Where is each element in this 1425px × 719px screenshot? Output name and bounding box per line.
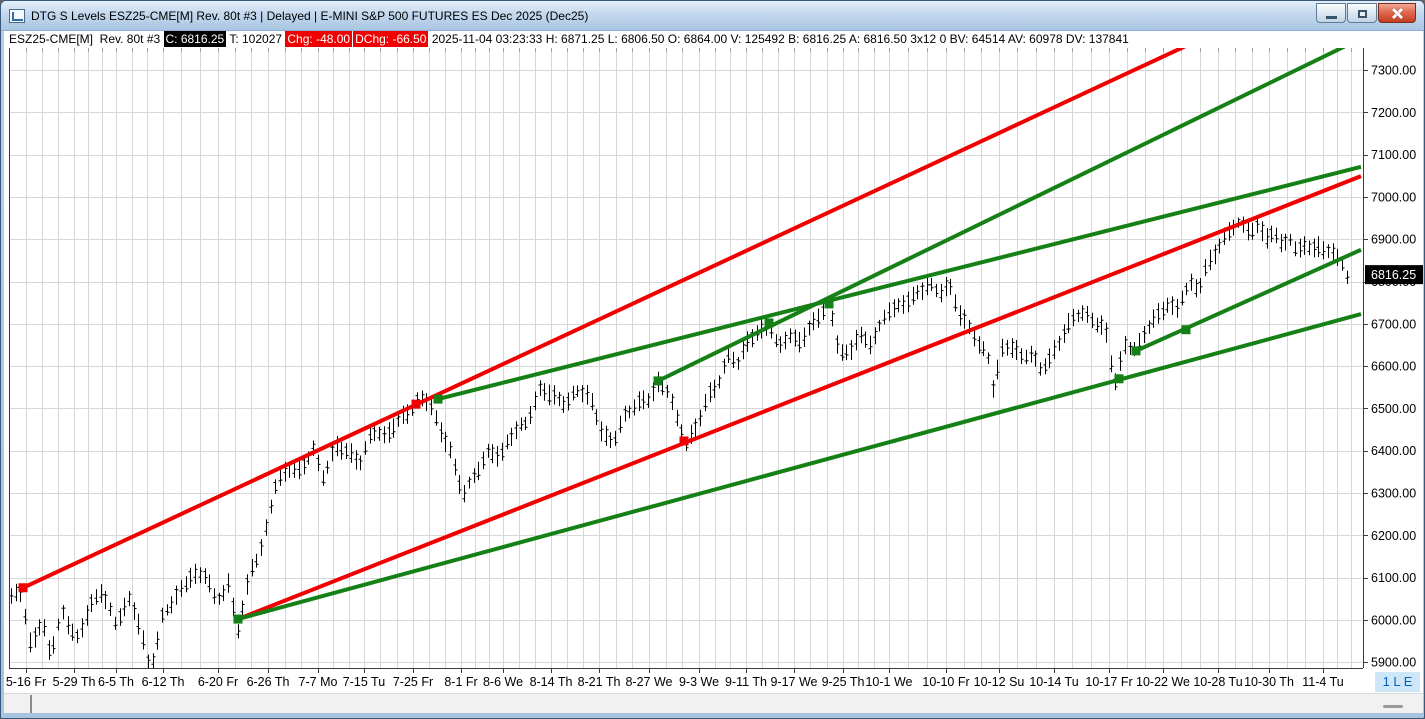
svg-text:10-30 Th: 10-30 Th [1244, 675, 1294, 689]
svg-text:8-27 We: 8-27 We [625, 675, 672, 689]
title-bar[interactable]: DTG S Levels ESZ25-CME[M] Rev. 80t #3 | … [1, 1, 1424, 31]
close-button[interactable] [1378, 2, 1416, 23]
quote-segment-5: 2025-11-04 03:23:33 H: 6871.25 L: 6806.5… [428, 32, 1129, 46]
svg-text:8-14 Th: 8-14 Th [530, 675, 573, 689]
quote-segment-0: ESZ25-CME[M] Rev. 80t #3 [9, 32, 164, 46]
green-mid-support-anchor [433, 394, 443, 404]
svg-text:6700.00: 6700.00 [1371, 317, 1416, 331]
svg-text:6-12 Th: 6-12 Th [142, 675, 185, 689]
x-axis-labels: 5-16 Fr 5-29 Th 6-5 Th 6-12 Th 6-20 Fr 6-26 T… [6, 675, 1344, 689]
quote-info-bar: ESZ25-CME[M] Rev. 80t #3 C: 6816.25 T: 1… [4, 31, 1423, 47]
svg-text:7-15 Tu: 7-15 Tu [343, 675, 385, 689]
green-mid-support [437, 164, 1362, 402]
svg-text:6-5 Th: 6-5 Th [98, 675, 134, 689]
quote-segment-3: Chg: -48.00 [285, 31, 353, 47]
price-chart[interactable]: 7300.007200.007100.007000.006900.006800.… [4, 47, 1423, 693]
svg-text:9-3 We: 9-3 We [679, 675, 719, 689]
svg-text:6600.00: 6600.00 [1371, 360, 1416, 374]
red-lower-channel-anchor [679, 436, 689, 446]
window-title: DTG S Levels ESZ25-CME[M] Rev. 80t #3 | … [31, 8, 589, 23]
svg-text:10-14 Tu: 10-14 Tu [1029, 675, 1078, 689]
svg-text:10-10 Fr: 10-10 Fr [922, 675, 969, 689]
svg-text:7-7 Mo: 7-7 Mo [299, 675, 338, 689]
chart-app-icon [9, 8, 25, 23]
svg-text:7200.00: 7200.00 [1371, 106, 1416, 120]
svg-text:6500.00: 6500.00 [1371, 402, 1416, 416]
svg-text:7300.00: 7300.00 [1371, 64, 1416, 78]
svg-text:8-1 Fr: 8-1 Fr [444, 675, 477, 689]
svg-text:8-21 Th: 8-21 Th [578, 675, 621, 689]
red-upper-channel [22, 48, 1187, 590]
svg-text:11-4 Tu: 11-4 Tu [1302, 675, 1344, 689]
green-short-support [1135, 247, 1362, 353]
svg-text:8-6 We: 8-6 We [483, 675, 523, 689]
quote-segment-1: C: 6816.25 [163, 31, 227, 47]
svg-text:9-25 Th: 9-25 Th [822, 675, 865, 689]
last-price-tag: 6816.25 [1365, 265, 1423, 285]
svg-text:6400.00: 6400.00 [1371, 444, 1416, 458]
top-ticks [26, 48, 1352, 52]
green-lower-support [237, 312, 1362, 621]
svg-text:9-17 We: 9-17 We [770, 675, 817, 689]
quote-segment-4: DChg: -66.50 [352, 31, 429, 47]
window-controls [1316, 2, 1416, 23]
red-upper-channel-anchor [411, 399, 421, 409]
svg-text:9-11 Th: 9-11 Th [725, 675, 767, 689]
red-lower-channel [237, 174, 1362, 621]
svg-text:6-26 Th: 6-26 Th [247, 675, 290, 689]
minimize-icon [1326, 15, 1337, 19]
green-lower-support-anchor [1114, 374, 1124, 384]
svg-text:5-29 Th: 5-29 Th [53, 675, 96, 689]
scrollbar-thumb[interactable] [1383, 705, 1403, 708]
svg-text:7100.00: 7100.00 [1371, 148, 1416, 162]
svg-text:10-28 Tu: 10-28 Tu [1193, 675, 1242, 689]
svg-text:10-12 Su: 10-12 Su [974, 675, 1025, 689]
svg-text:10-17 Fr: 10-17 Fr [1085, 675, 1132, 689]
svg-text:10-1 We: 10-1 We [865, 675, 912, 689]
green-short-support-anchor [1181, 325, 1191, 335]
green-steep-resistance-anchor [824, 299, 834, 309]
trendlines-layer [18, 48, 1362, 624]
green-short-support-anchor [1131, 346, 1141, 356]
green-steep-resistance-anchor [653, 376, 663, 386]
status-badge: 1 L E [1375, 672, 1420, 692]
y-axis-labels: 7300.007200.007100.007000.006900.006800.… [1371, 64, 1416, 670]
minimize-button[interactable] [1316, 2, 1346, 23]
svg-text:5900.00: 5900.00 [1371, 656, 1416, 670]
svg-text:6-20 Fr: 6-20 Fr [198, 675, 238, 689]
green-steep-resistance-anchor [764, 318, 774, 328]
bars-layer [9, 216, 1350, 668]
svg-text:5-16 Fr: 5-16 Fr [6, 675, 46, 689]
quote-segment-2: T: 102027 [226, 32, 286, 46]
svg-text:6200.00: 6200.00 [1371, 529, 1416, 543]
svg-text:6900.00: 6900.00 [1371, 233, 1416, 247]
svg-text:7000.00: 7000.00 [1371, 190, 1416, 204]
plot-border [9, 48, 1368, 673]
restore-button[interactable] [1347, 2, 1377, 23]
red-upper-channel-anchor [18, 583, 28, 593]
svg-text:6816.25: 6816.25 [1371, 268, 1416, 282]
restore-icon [1358, 9, 1367, 18]
horizontal-scrollbar[interactable] [4, 693, 1423, 713]
svg-text:6100.00: 6100.00 [1371, 571, 1416, 585]
green-lower-support-anchor [233, 614, 243, 624]
svg-text:10-22 We: 10-22 We [1136, 675, 1190, 689]
scrollbar-edge [30, 695, 32, 713]
svg-text:6300.00: 6300.00 [1371, 487, 1416, 501]
svg-text:6000.00: 6000.00 [1371, 613, 1416, 627]
svg-text:7-25 Fr: 7-25 Fr [393, 675, 433, 689]
